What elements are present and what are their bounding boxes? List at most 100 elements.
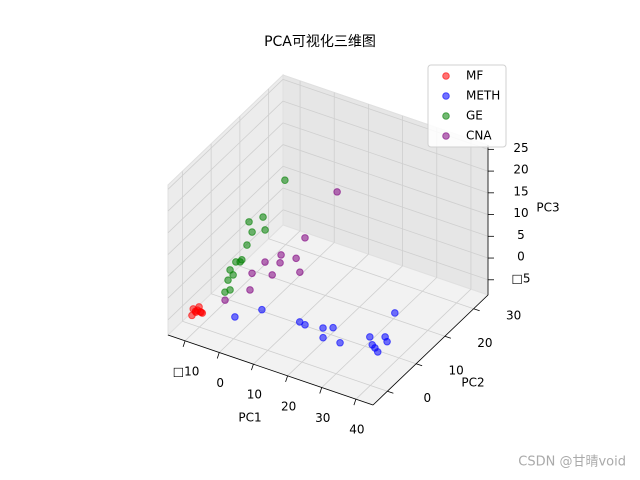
point: [366, 333, 374, 341]
grid-line: [282, 122, 489, 194]
legend-marker: [442, 112, 450, 120]
point: [258, 305, 266, 314]
y-axis: [372, 294, 489, 406]
legend-label: CNA: [466, 129, 492, 143]
grid-line: [287, 265, 403, 377]
chart-title: PCA可视化三维图: [264, 34, 376, 50]
z-tick-label: 10: [513, 206, 528, 220]
point: [373, 348, 382, 356]
grid-line: [184, 230, 301, 342]
tick-mark: [319, 387, 323, 394]
z-tick-label: 25: [513, 141, 528, 155]
tick-mark: [251, 364, 254, 371]
point: [198, 309, 207, 317]
legend-marker: [442, 92, 450, 100]
tick-mark: [182, 340, 186, 347]
z-tick-label: 5: [517, 228, 525, 242]
point: [336, 338, 344, 347]
point: [368, 340, 377, 349]
point: [383, 337, 391, 346]
tick-mark: [285, 375, 288, 382]
legend-marker: [442, 72, 450, 80]
point: [277, 251, 285, 259]
tick-mark: [387, 390, 394, 394]
tick-mark: [415, 363, 423, 367]
point: [319, 333, 327, 342]
grid-line: [182, 320, 388, 392]
x-tick-label: 20: [281, 399, 296, 413]
y-tick-label: 30: [506, 308, 521, 322]
point: [221, 288, 229, 296]
legend-marker: [442, 132, 450, 140]
watermark: CSDN @甘晴void: [518, 455, 626, 470]
y-tick-label: 0: [424, 391, 432, 405]
point: [261, 226, 269, 234]
grid-line: [282, 187, 489, 259]
grid-line: [167, 187, 284, 299]
point: [281, 176, 289, 185]
legend-label: GE: [466, 109, 483, 123]
x-axis: [167, 334, 374, 406]
z-tick-label: 15: [513, 184, 528, 198]
y-tick-label: 20: [477, 336, 492, 350]
point: [301, 321, 309, 329]
point: [319, 324, 327, 332]
point: [248, 269, 256, 278]
legend-box: [427, 64, 507, 148]
point: [245, 218, 253, 226]
tick-mark: [216, 352, 220, 359]
x-tick-label: 10: [247, 388, 262, 402]
grid-line: [167, 144, 284, 255]
grid-line: [167, 79, 284, 190]
point: [333, 188, 341, 196]
x-tick-label: 0: [216, 376, 224, 390]
point: [261, 258, 269, 266]
z-tick-label: 20: [513, 163, 528, 177]
tick-mark: [473, 308, 480, 312]
grid-line: [167, 122, 284, 234]
grid-line: [210, 293, 417, 365]
point: [391, 309, 399, 317]
grid-line: [167, 166, 284, 277]
legend-label: MF: [466, 69, 483, 83]
point: [221, 296, 229, 304]
point: [248, 228, 256, 236]
grid-line: [268, 238, 474, 310]
grid-line: [167, 100, 284, 212]
point: [296, 268, 304, 277]
point: [329, 323, 337, 332]
grid-line: [282, 209, 489, 281]
point: [259, 213, 267, 221]
y-tick-label: 10: [448, 363, 463, 377]
point: [231, 313, 239, 321]
grid-line: [218, 242, 335, 353]
legend: MF METH GE CNA: [427, 64, 507, 148]
point: [232, 258, 240, 266]
x-tick-label: 30: [315, 411, 330, 425]
point: [292, 254, 300, 263]
tick-mark: [353, 399, 357, 406]
grid-line: [282, 100, 489, 172]
grid-line: [282, 144, 489, 215]
grid-line: [321, 277, 438, 388]
point: [224, 276, 232, 284]
point: [246, 286, 254, 294]
grid-line: [355, 288, 472, 400]
legend-label: METH: [466, 89, 500, 103]
z-axis-label: PC3: [536, 201, 559, 215]
point: [268, 271, 276, 279]
point: [188, 311, 196, 320]
point: [229, 271, 237, 279]
x-axis-label: PC1: [238, 411, 261, 425]
z-tick-label: 0: [517, 250, 525, 264]
point: [276, 259, 284, 267]
tick-mark: [444, 335, 452, 339]
x-tick-label: □10: [173, 364, 200, 378]
x-tick-label: 40: [349, 423, 364, 437]
y-axis-label: PC2: [461, 376, 484, 390]
point: [243, 241, 251, 249]
grid-line: [253, 253, 369, 365]
point: [301, 234, 309, 242]
grid-line: [282, 165, 489, 237]
